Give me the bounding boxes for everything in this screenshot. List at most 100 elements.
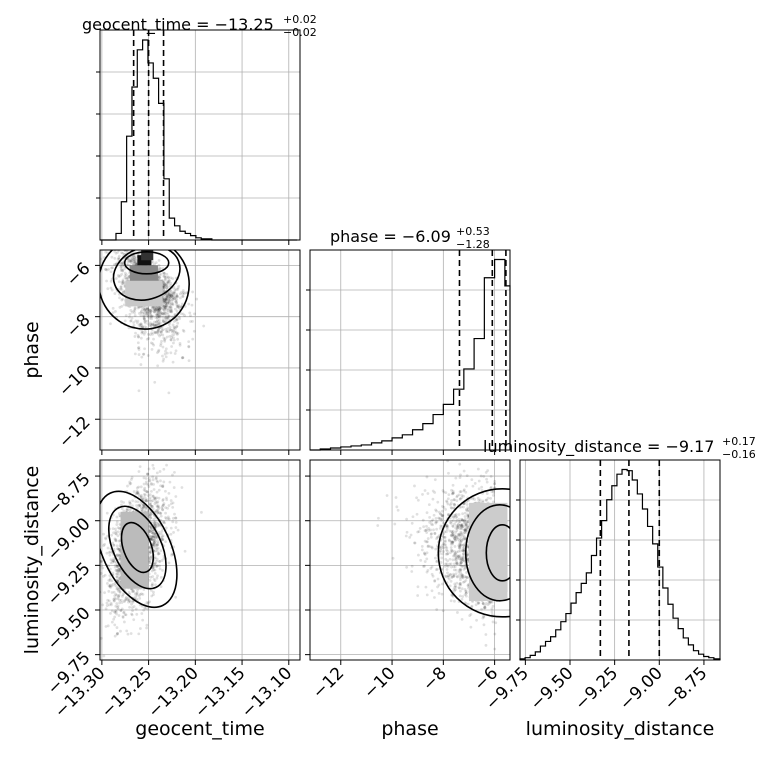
hist-luminosity_distance-xtick-label: −9.50 bbox=[527, 663, 578, 714]
scatter-geocent-time-distance-point bbox=[151, 505, 154, 508]
scatter-geocent-time-distance-point bbox=[160, 515, 163, 518]
scatter-phase-distance-point bbox=[435, 528, 438, 531]
scatter-phase-distance-point bbox=[459, 582, 462, 585]
scatter-phase-distance-point bbox=[482, 475, 485, 478]
scatter-geocent-time-phase-point bbox=[173, 290, 176, 293]
scatter-geocent-time-phase-point bbox=[171, 334, 174, 337]
scatter-phase-distance-point bbox=[444, 508, 447, 511]
scatter-phase-distance-point bbox=[459, 590, 462, 593]
scatter-phase-distance-point bbox=[447, 497, 450, 500]
scatter-geocent-time-distance-point bbox=[131, 609, 134, 612]
scatter-phase-distance-point bbox=[475, 619, 478, 622]
scatter-geocent-time-distance-point bbox=[150, 595, 153, 598]
scatter-phase-distance-point bbox=[397, 509, 400, 512]
scatter-geocent-time-distance-point bbox=[123, 621, 126, 624]
scatter-geocent-time-distance-point bbox=[149, 493, 152, 496]
scatter-phase-distance-point bbox=[441, 593, 444, 596]
scatter-geocent-time-distance-point bbox=[106, 604, 109, 607]
scatter-geocent-time-distance-point bbox=[131, 499, 134, 502]
scatter-geocent-time-phase-point bbox=[117, 244, 120, 247]
scatter-geocent-time-phase-point bbox=[161, 334, 164, 337]
scatter-geocent-time-phase-point bbox=[114, 244, 117, 247]
scatter-phase-distance-point bbox=[421, 493, 424, 496]
scatter-geocent-time-phase-point bbox=[167, 330, 170, 333]
scatter-geocent-time-phase-point bbox=[157, 349, 160, 352]
scatter-geocent-time-phase-point bbox=[158, 311, 161, 314]
scatter-phase-distance-point bbox=[405, 535, 408, 538]
scatter-phase-distance-point bbox=[457, 518, 460, 521]
scatter-geocent-time-distance-point bbox=[120, 609, 123, 612]
scatter-phase-distance-point bbox=[432, 490, 435, 493]
scatter-geocent-time-distance-point bbox=[164, 512, 167, 515]
scatter-geocent-time-distance-point bbox=[175, 521, 178, 524]
scatter-geocent-time-distance-point bbox=[120, 599, 123, 602]
scatter-geocent-time-phase-point bbox=[151, 348, 154, 351]
scatter-geocent-time-distance-point bbox=[122, 501, 125, 504]
scatter-phase-distance-point bbox=[424, 560, 427, 563]
scatter-geocent-time-distance-point bbox=[171, 506, 174, 509]
scatter-phase-distance-point bbox=[486, 492, 489, 495]
scatter-phase-distance-point bbox=[493, 482, 496, 485]
scatter-phase-distance-point bbox=[438, 592, 441, 595]
scatter-phase-distance-point bbox=[434, 532, 437, 535]
scatter-geocent-time-distance-point bbox=[174, 526, 177, 529]
scatter-geocent-time-phase-point bbox=[170, 302, 173, 305]
scatter-geocent-time-phase-point bbox=[112, 240, 115, 243]
scatter-geocent-time-distance-point bbox=[162, 504, 165, 507]
hist-phase-title-lower: −1.28 bbox=[456, 238, 490, 251]
scatter-geocent-time-phase-point bbox=[163, 305, 166, 308]
scatter-geocent-time-phase-point bbox=[191, 291, 194, 294]
scatter-phase-distance-point bbox=[442, 547, 445, 550]
scatter-geocent-time-phase-point bbox=[172, 342, 175, 345]
scatter-geocent-time-distance-point bbox=[104, 537, 107, 540]
scatter-phase-distance-point bbox=[450, 507, 453, 510]
scatter-geocent-time-distance-point bbox=[173, 513, 176, 516]
scatter-geocent-time-phase-point bbox=[106, 287, 109, 290]
scatter-geocent-time-phase-point bbox=[113, 292, 116, 295]
scatter-geocent-time-phase-point bbox=[166, 294, 169, 297]
scatter-geocent-time-phase-point bbox=[118, 245, 121, 248]
scatter-phase-distance-point bbox=[459, 568, 462, 571]
scatter-geocent-time-distance-point bbox=[159, 484, 162, 487]
scatter-phase-distance-point bbox=[419, 559, 422, 562]
scatter-geocent-time-phase-point bbox=[193, 313, 196, 316]
scatter-geocent-time-distance-point bbox=[149, 512, 152, 515]
scatter-geocent-time-distance-point bbox=[145, 624, 148, 627]
scatter-phase-distance-point bbox=[448, 578, 451, 581]
scatter-phase-distance-point bbox=[435, 608, 438, 611]
scatter-geocent-time-distance-point bbox=[145, 506, 148, 509]
scatter-geocent-time-phase-point bbox=[127, 263, 130, 266]
scatter-geocent-time-distance-point bbox=[132, 618, 135, 621]
scatter-geocent-time-phase-point bbox=[118, 296, 121, 299]
scatter-geocent-time-distance-point bbox=[119, 630, 122, 633]
scatter-geocent-time-distance-point bbox=[121, 507, 124, 510]
hist-phase-quantiles bbox=[459, 250, 505, 450]
scatter-geocent-time-phase-point bbox=[120, 247, 123, 250]
scatter-geocent-time-phase-point bbox=[136, 321, 139, 324]
scatter-phase-distance-point bbox=[426, 551, 429, 554]
scatter-geocent-time-distance-point bbox=[159, 479, 162, 482]
scatter-geocent-time-phase-point bbox=[110, 287, 113, 290]
scatter-phase-distance-point bbox=[458, 463, 461, 466]
scatter-phase-distance-point bbox=[433, 596, 436, 599]
scatter-phase-distance-point bbox=[469, 626, 472, 629]
scatter-phase-distance-point bbox=[467, 553, 470, 556]
scatter-phase-distance-point bbox=[418, 530, 421, 533]
scatter-geocent-time-phase-point bbox=[148, 324, 151, 327]
scatter-phase-distance-point bbox=[491, 607, 494, 610]
scatter-phase-distance-point bbox=[466, 506, 469, 509]
scatter-geocent-time-phase-point bbox=[163, 272, 166, 275]
hist-phase-panel: phase = −6.09 +0.53 −1.28 bbox=[306, 225, 510, 455]
scatter-geocent-time-phase-point bbox=[156, 364, 159, 367]
scatter-geocent-time-phase-point bbox=[152, 338, 155, 341]
scatter-geocent-time-phase-point bbox=[137, 341, 140, 344]
hist-geocent-time-bars bbox=[100, 40, 297, 240]
scatter-geocent-time-distance-point bbox=[154, 579, 157, 582]
hist-geocent-time-title: geocent_time = −13.25 bbox=[82, 15, 274, 35]
scatter-geocent-time-distance-point bbox=[111, 591, 114, 594]
scatter-phase-distance-point bbox=[484, 633, 487, 636]
scatter-geocent-time-distance-point bbox=[171, 452, 174, 455]
scatter-geocent-time-phase-point bbox=[137, 247, 140, 250]
scatter-geocent-time-phase-point bbox=[157, 333, 160, 336]
scatter-phase-distance-point bbox=[433, 514, 436, 517]
